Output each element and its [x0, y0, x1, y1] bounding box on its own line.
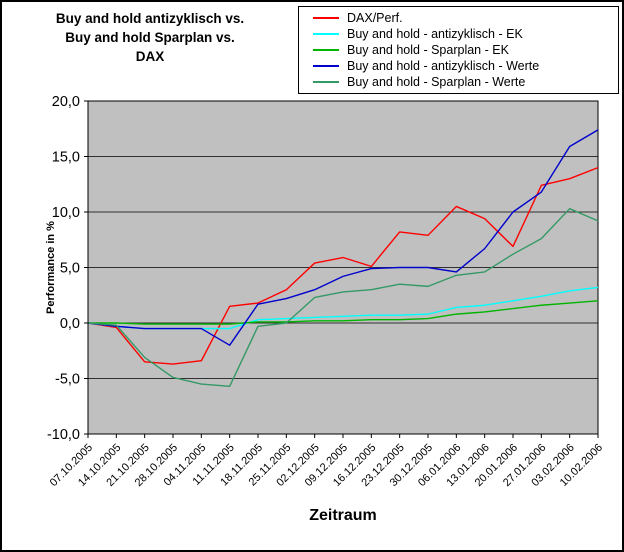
y-axis-title: Performance in % [45, 221, 57, 314]
y-tick-label: -5,0 [55, 372, 80, 388]
chart-title-line-3: DAX [135, 48, 165, 64]
chart-title: Buy and hold antizyklisch vs. Buy and ho… [6, 10, 294, 67]
legend-item: DAX/Perf. [299, 10, 618, 26]
legend-line-swatch [313, 33, 339, 35]
legend-label: Buy and hold - antizyklisch - EK [347, 27, 523, 41]
series-line-4 [87, 207, 599, 387]
legend-line-swatch [313, 65, 339, 67]
legend-item: Buy and hold - Sparplan - EK [299, 42, 618, 58]
legend-line-swatch [313, 81, 339, 83]
y-tick-label: -10,0 [47, 427, 80, 443]
y-tick-label: 10,0 [52, 205, 80, 221]
x-axis-title: Zeitraum [309, 507, 377, 524]
legend-label: DAX/Perf. [347, 11, 403, 25]
series-line-2 [88, 300, 599, 325]
series-line-0 [87, 166, 599, 365]
y-tick-label: 20,0 [52, 94, 80, 110]
series-line-3 [87, 129, 599, 346]
legend-line-swatch [313, 17, 339, 19]
legend-item: Buy and hold - antizyklisch - EK [299, 26, 618, 42]
y-tick-label: 0,0 [60, 316, 80, 332]
chart-title-line-2: Buy and hold Sparplan vs. [65, 29, 235, 45]
y-tick-label: 15,0 [52, 150, 80, 166]
legend-item: Buy and hold - Sparplan - Werte [299, 74, 618, 90]
legend: DAX/Perf. Buy and hold - antizyklisch - E… [298, 6, 619, 94]
legend-label: Buy and hold - Sparplan - Werte [347, 75, 526, 89]
legend-label: Buy and hold - Sparplan - EK [347, 43, 509, 57]
legend-item: Buy and hold - antizyklisch - Werte [299, 58, 618, 74]
y-tick-label: 5,0 [60, 261, 80, 277]
chart-title-line-1: Buy and hold antizyklisch vs. [55, 11, 245, 26]
legend-label: Buy and hold - antizyklisch - Werte [347, 59, 540, 73]
legend-line-swatch [313, 49, 339, 51]
